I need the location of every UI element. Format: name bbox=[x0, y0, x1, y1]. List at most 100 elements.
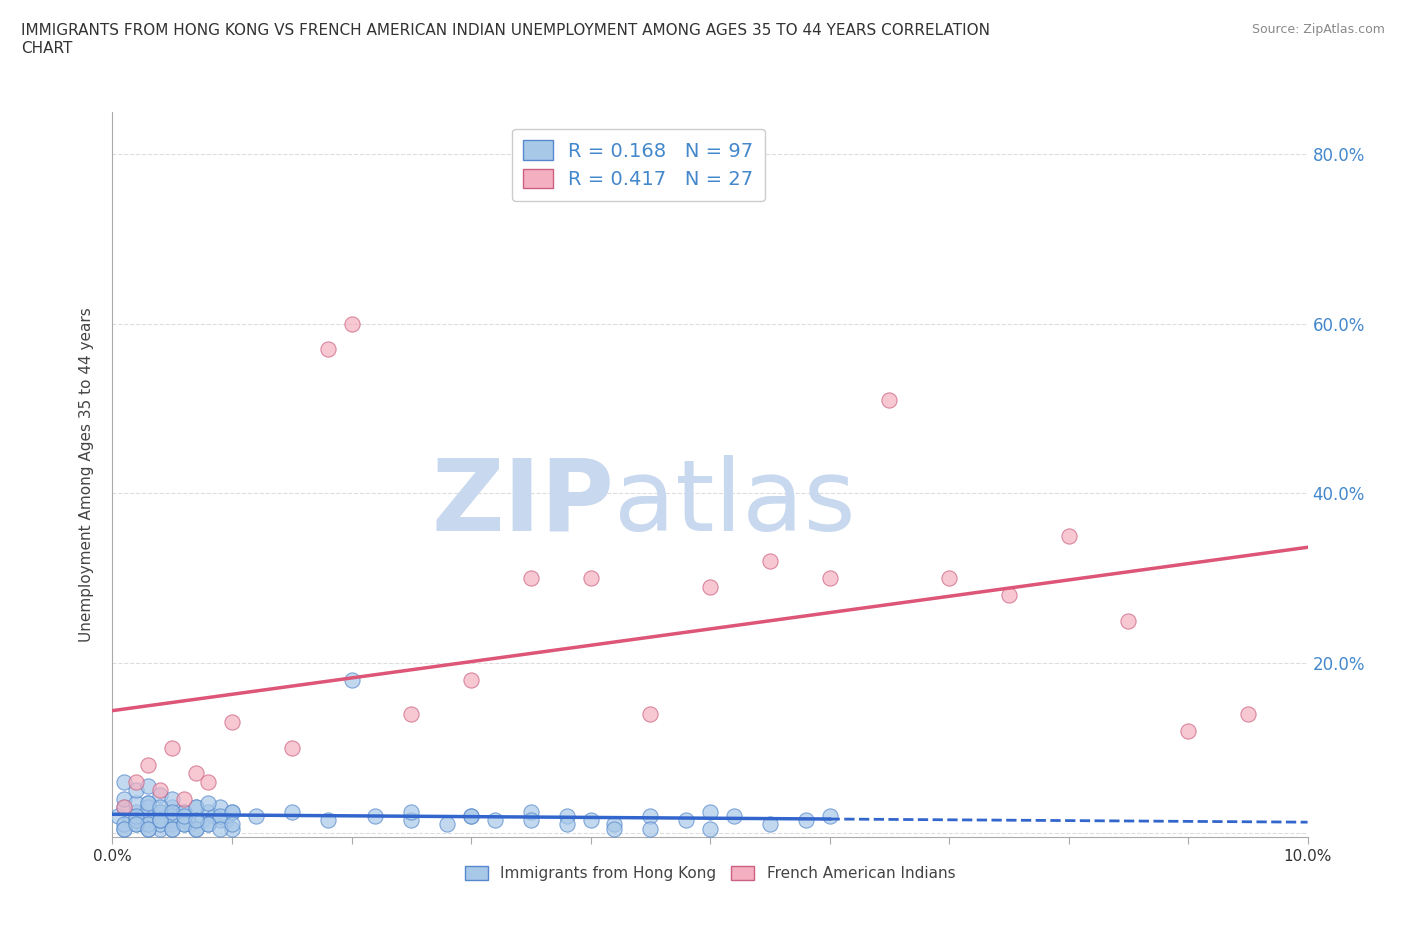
Point bbox=[1237, 707, 1260, 722]
Point bbox=[460, 672, 482, 687]
Point bbox=[149, 804, 172, 819]
Point bbox=[149, 821, 172, 836]
Point bbox=[149, 787, 172, 802]
Point bbox=[114, 800, 135, 815]
Point bbox=[149, 813, 172, 828]
Point bbox=[114, 775, 135, 790]
Point bbox=[138, 796, 160, 811]
Point bbox=[138, 778, 160, 793]
Point bbox=[186, 800, 208, 815]
Point bbox=[460, 808, 482, 823]
Point bbox=[699, 821, 721, 836]
Point bbox=[640, 821, 662, 836]
Point bbox=[316, 813, 339, 828]
Point bbox=[938, 571, 960, 586]
Point bbox=[998, 588, 1021, 603]
Point bbox=[125, 817, 148, 831]
Point bbox=[555, 817, 578, 831]
Point bbox=[138, 813, 160, 828]
Point bbox=[186, 821, 208, 836]
Point bbox=[209, 800, 232, 815]
Point bbox=[579, 813, 602, 828]
Point bbox=[125, 796, 148, 811]
Point bbox=[281, 740, 304, 755]
Point bbox=[281, 804, 304, 819]
Point bbox=[579, 571, 602, 586]
Point bbox=[155, 813, 177, 828]
Point bbox=[149, 817, 172, 831]
Point bbox=[699, 579, 721, 594]
Point bbox=[173, 791, 195, 806]
Point bbox=[759, 554, 782, 569]
Point bbox=[401, 707, 423, 722]
Point bbox=[197, 796, 219, 811]
Point bbox=[221, 715, 243, 730]
Point bbox=[173, 804, 195, 819]
Point bbox=[138, 796, 160, 811]
Point bbox=[173, 808, 195, 823]
Point bbox=[149, 813, 172, 828]
Point bbox=[723, 808, 745, 823]
Point bbox=[149, 783, 172, 798]
Point bbox=[143, 808, 166, 823]
Point bbox=[149, 804, 172, 819]
Point bbox=[484, 813, 506, 828]
Point bbox=[221, 817, 243, 831]
Point bbox=[340, 316, 363, 331]
Point bbox=[401, 804, 423, 819]
Point bbox=[173, 817, 195, 831]
Point bbox=[603, 821, 626, 836]
Point bbox=[162, 821, 183, 836]
Point bbox=[401, 813, 423, 828]
Point bbox=[125, 817, 148, 831]
Point bbox=[460, 808, 482, 823]
Point bbox=[125, 808, 148, 823]
Point bbox=[209, 821, 232, 836]
Point bbox=[186, 800, 208, 815]
Point bbox=[675, 813, 697, 828]
Point bbox=[1177, 724, 1199, 738]
Point bbox=[138, 800, 160, 815]
Point bbox=[316, 341, 339, 356]
Point bbox=[173, 813, 195, 828]
Point bbox=[221, 821, 243, 836]
Point bbox=[699, 804, 721, 819]
Point bbox=[186, 813, 208, 828]
Point bbox=[167, 808, 190, 823]
Point bbox=[114, 817, 135, 831]
Point bbox=[114, 821, 135, 836]
Point bbox=[520, 813, 543, 828]
Point bbox=[640, 707, 662, 722]
Point bbox=[125, 804, 148, 819]
Point bbox=[162, 740, 183, 755]
Point bbox=[364, 808, 387, 823]
Point bbox=[125, 813, 148, 828]
Point bbox=[186, 766, 208, 781]
Point bbox=[818, 571, 841, 586]
Point bbox=[138, 821, 160, 836]
Point bbox=[107, 808, 129, 823]
Point bbox=[149, 800, 172, 815]
Point bbox=[818, 808, 841, 823]
Point bbox=[555, 808, 578, 823]
Point bbox=[162, 791, 183, 806]
Point bbox=[162, 813, 183, 828]
Point bbox=[197, 817, 219, 831]
Point bbox=[640, 808, 662, 823]
Point bbox=[162, 800, 183, 815]
Point bbox=[1118, 613, 1140, 628]
Point bbox=[114, 821, 135, 836]
Text: IMMIGRANTS FROM HONG KONG VS FRENCH AMERICAN INDIAN UNEMPLOYMENT AMONG AGES 35 T: IMMIGRANTS FROM HONG KONG VS FRENCH AMER… bbox=[21, 23, 990, 56]
Point bbox=[120, 813, 142, 828]
Point bbox=[197, 804, 219, 819]
Text: atlas: atlas bbox=[614, 455, 856, 551]
Point bbox=[221, 804, 243, 819]
Point bbox=[162, 817, 183, 831]
Point bbox=[436, 817, 458, 831]
Y-axis label: Unemployment Among Ages 35 to 44 years: Unemployment Among Ages 35 to 44 years bbox=[79, 307, 94, 642]
Point bbox=[197, 817, 219, 831]
Point bbox=[138, 817, 160, 831]
Point bbox=[221, 804, 243, 819]
Point bbox=[197, 775, 219, 790]
Point bbox=[131, 817, 153, 831]
